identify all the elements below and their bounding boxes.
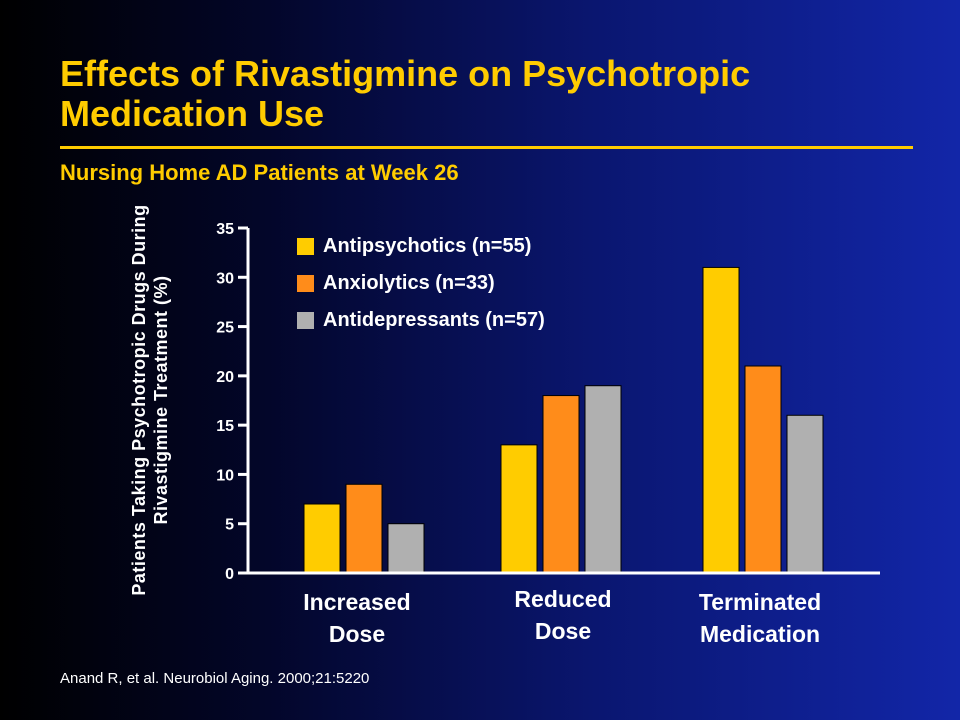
y-tick-label: 25 [216,320,234,337]
y-tick-label: 5 [225,517,234,534]
y-tick-label: 35 [216,221,234,238]
bar-1-3 [702,266,740,574]
legend-item: Antidepressants (n=57) [297,308,545,333]
citation: Anand R, et al. Neurobiol Aging. 2000;21… [60,670,370,687]
legend-swatch [297,275,314,292]
bar-1-2 [500,444,538,574]
y-tick-label: 0 [225,566,234,583]
bar-3-2 [584,385,622,574]
bar-1-1 [303,503,341,574]
axes-layer [238,226,880,575]
y-tick-label: 20 [216,369,234,386]
bar-2-1 [345,483,383,574]
category-label: Reduced Dose [514,586,611,644]
title-divider [60,146,913,149]
slide-subtitle: Nursing Home AD Patients at Week 26 [60,160,459,185]
bars-layer [303,266,824,574]
y-tick-label: 15 [216,418,234,435]
bar-3-1 [387,523,425,574]
legend-label: Antipsychotics (n=55) [323,235,532,257]
y-tick-label: 10 [216,467,234,484]
legend-swatch [297,238,314,255]
chart-legend: Antipsychotics (n=55) Anxiolytics (n=33) A… [297,234,545,345]
bar-3-3 [786,414,824,574]
category-label: Terminated Medication [699,589,821,647]
legend-swatch [297,312,314,329]
legend-item: Anxiolytics (n=33) [297,271,545,296]
category-label: Increased Dose [303,589,410,647]
legend-label: Anxiolytics (n=33) [323,272,495,294]
slide-title: Effects of Rivastigmine on Psychotropic … [60,53,751,134]
legend-item: Antipsychotics (n=55) [297,234,545,259]
labels-layer: 0 5 10 15 20 25 30 35 Increased Dose Reduced Dose Te… [216,221,821,647]
bar-2-2 [542,395,580,574]
legend-label: Antidepressants (n=57) [323,309,545,331]
bar-2-3 [744,365,782,574]
y-tick-label: 30 [216,270,234,287]
